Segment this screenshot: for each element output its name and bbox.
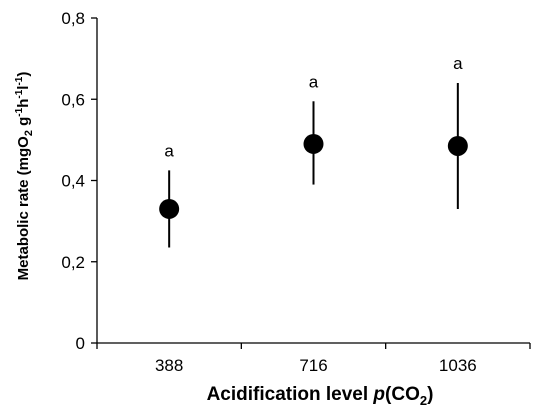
x-axis-title: Acidification level p(CO2): [207, 384, 434, 408]
x-tick-label: 716: [299, 356, 327, 375]
data-point: [447, 135, 468, 156]
x-axis-ticks: 388 716 1036: [96, 343, 531, 375]
x-tick-label: 1036: [439, 356, 477, 375]
y-title-sup: -1: [14, 76, 25, 85]
y-tick-label: 0: [76, 334, 85, 353]
significance-label: a: [453, 54, 463, 73]
y-title-sub: 2: [23, 130, 35, 136]
x-tick-label: 388: [155, 356, 183, 375]
y-axis-ticks: 0 0,2 0,4 0,6 0,8: [61, 9, 97, 353]
y-title-sup: -1: [14, 89, 25, 98]
significance-label: a: [164, 141, 174, 160]
y-tick-label: 0,4: [61, 172, 85, 191]
data-marks: a a a: [159, 54, 468, 248]
x-title-open: (CO: [385, 384, 420, 405]
x-title-text: Acidification level: [207, 384, 374, 405]
x-title-sub: 2: [420, 393, 427, 408]
significance-label: a: [309, 72, 319, 91]
y-tick-label: 0,6: [61, 90, 85, 109]
y-title-text: Metabolic rate (mgO: [15, 136, 32, 281]
y-title-text: l: [15, 86, 32, 90]
y-title-sup: -1: [14, 107, 25, 116]
x-title-italic: p: [372, 384, 385, 405]
y-tick-label: 0,2: [61, 253, 85, 272]
data-point: [303, 133, 324, 154]
y-title-text: g: [15, 117, 32, 130]
y-title-text: h: [15, 99, 32, 108]
y-tick-label: 0,8: [61, 9, 85, 28]
y-title-text: ): [15, 72, 32, 77]
x-title-close: ): [427, 384, 433, 405]
data-point: [159, 198, 180, 219]
y-axis-title: Metabolic rate (mgO2 g-1h-1l-1): [14, 72, 35, 281]
